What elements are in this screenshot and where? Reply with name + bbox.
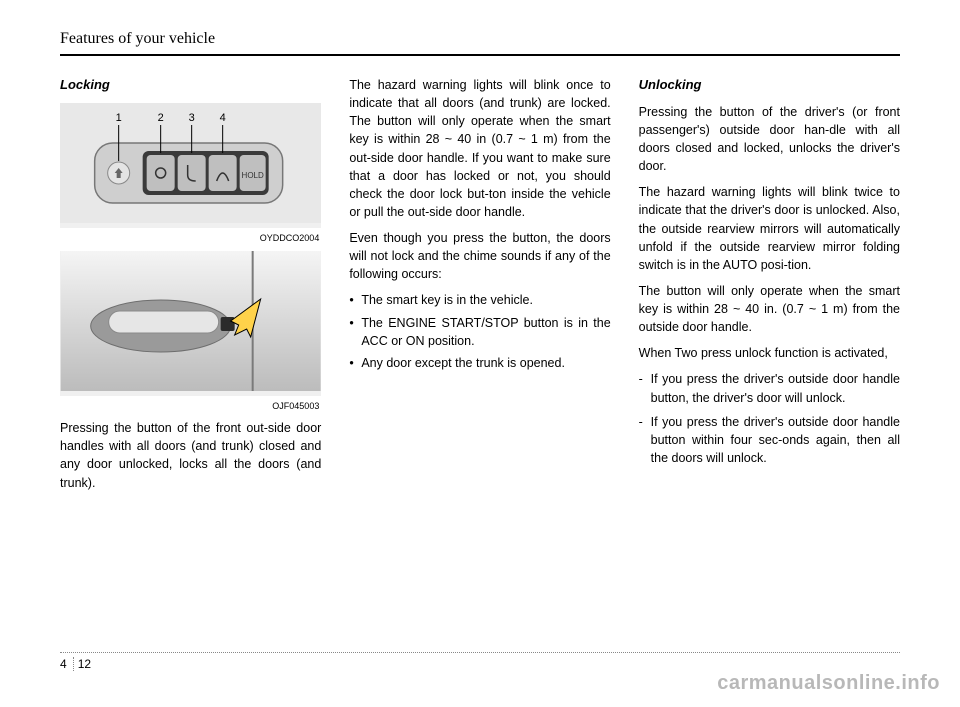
svg-text:HOLD: HOLD	[242, 171, 264, 180]
key-label-3: 3	[189, 112, 195, 124]
list-item: If you press the driver's outside door h…	[639, 413, 900, 467]
col3-para2: The hazard warning lights will blink twi…	[639, 183, 900, 274]
content-columns: Locking	[60, 76, 900, 500]
list-item: The ENGINE START/STOP button is in the A…	[349, 314, 610, 350]
col2-para1: The hazard warning lights will blink onc…	[349, 76, 610, 221]
locking-heading: Locking	[60, 76, 321, 95]
col1-para1: Pressing the button of the front out-sid…	[60, 419, 321, 492]
col3-para3: The button will only operate when the sm…	[639, 282, 900, 336]
col2-para2: Even though you press the button, the do…	[349, 229, 610, 283]
section-header: Features of your vehicle	[60, 30, 900, 56]
key-label-2: 2	[158, 112, 164, 124]
list-item: The smart key is in the vehicle.	[349, 291, 610, 309]
key-label-4: 4	[220, 112, 226, 124]
page-number: 12	[78, 657, 91, 671]
key-label-1: 1	[116, 112, 122, 124]
col3-para4: When Two press unlock function is activa…	[639, 344, 900, 362]
manual-page: Features of your vehicle Locking	[0, 0, 960, 707]
list-item: Any door except the trunk is opened.	[349, 354, 610, 372]
figure-key-fob: HOLD 1 2 3 4	[60, 103, 321, 228]
page-footer: 4 12	[60, 652, 900, 671]
watermark: carmanualsonline.info	[717, 672, 940, 695]
unlocking-heading: Unlocking	[639, 76, 900, 95]
door-handle-illustration	[60, 251, 321, 391]
column-1: Locking	[60, 76, 321, 500]
chapter-number: 4	[60, 657, 74, 671]
figure1-label: OYDDCO2004	[60, 232, 321, 245]
figure-door-handle	[60, 251, 321, 396]
col2-bullets: The smart key is in the vehicle. The ENG…	[349, 291, 610, 372]
column-2: The hazard warning lights will blink onc…	[349, 76, 610, 500]
col3-para1: Pressing the button of the driver's (or …	[639, 103, 900, 176]
column-3: Unlocking Pressing the button of the dri…	[639, 76, 900, 500]
figure2-label: OJF045003	[60, 400, 321, 413]
header-title: Features of your vehicle	[60, 30, 215, 47]
key-fob-illustration: HOLD 1 2 3 4	[60, 103, 321, 223]
col3-dashes: If you press the driver's outside door h…	[639, 370, 900, 467]
list-item: If you press the driver's outside door h…	[639, 370, 900, 406]
